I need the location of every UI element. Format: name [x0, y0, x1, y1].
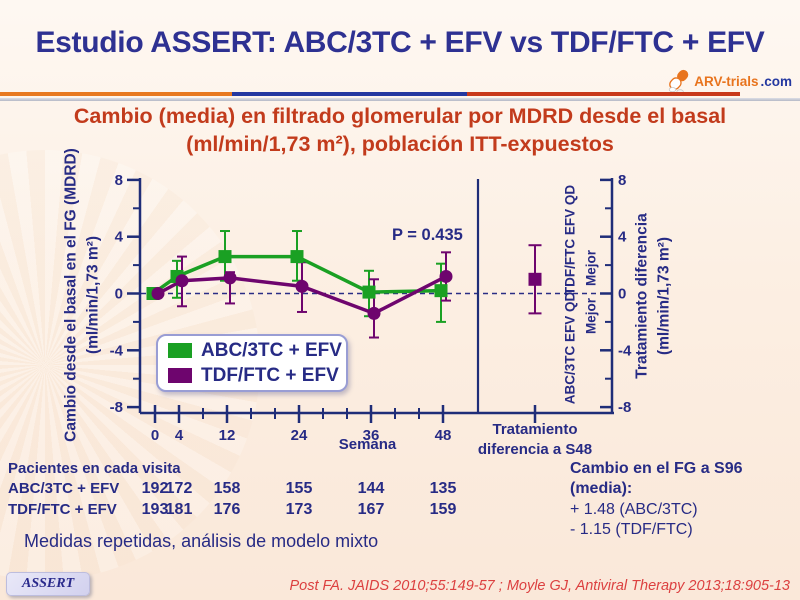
x-tick-label: 48 — [435, 427, 452, 444]
patient-count: 173 — [285, 501, 313, 518]
patient-count: 135 — [429, 480, 457, 497]
y-tick-label: -8 — [618, 399, 631, 416]
header-divider-gray — [0, 98, 800, 101]
annotation-upper-outer: TDF/FTC EFV QD — [562, 184, 578, 296]
patient-count: 155 — [285, 480, 313, 497]
patient-count: 181 — [165, 501, 193, 518]
x-tick-label: 4 — [175, 427, 184, 444]
x-tick-label: 12 — [219, 427, 236, 444]
green-swatch-icon — [168, 343, 192, 358]
s96-summary-subtitle: (media): — [570, 480, 633, 498]
arv-trials-logo: ARV-trials .com — [666, 68, 792, 94]
pill-icon — [669, 69, 689, 94]
y-tick-label: 4 — [618, 229, 627, 246]
annotation-upper-inner: Mejor — [583, 249, 599, 287]
y-tick-label: 0 — [618, 286, 626, 303]
data-marker-circle — [295, 279, 309, 293]
y-tick-label: -8 — [110, 399, 123, 416]
difference-panel-label: Tratamiento diferencia a S48 — [465, 420, 605, 459]
x-axis-title: Semana — [338, 436, 397, 453]
s96-summary-abc3tc: + 1.48 (ABC/3TC) — [570, 500, 698, 518]
data-marker-square — [218, 250, 232, 264]
y-tick-label: 8 — [618, 172, 626, 189]
difference-marker — [528, 272, 542, 286]
purple-swatch-icon — [168, 368, 192, 383]
p-value-annotation: P = 0.435 — [392, 226, 463, 244]
divider-segment-red — [467, 92, 740, 96]
patient-count: 167 — [357, 501, 385, 518]
x-tick-label: 36 — [363, 427, 380, 444]
data-marker-circle — [439, 269, 453, 283]
chart-heading-line2: (ml/min/1,73 m²), población ITT-expuesto… — [186, 132, 614, 157]
right-y-axis-title: Tratamiento diferencia (ml/min/1,73 m²) — [631, 213, 674, 378]
y-tick-label: 4 — [115, 229, 124, 246]
left-y-axis-title: Cambio desde el basal en el FG (MDRD) (m… — [60, 148, 103, 442]
patient-count: 159 — [429, 501, 457, 518]
annotation-lower-inner: Mejor — [583, 297, 599, 335]
patient-count: 193 — [141, 501, 169, 518]
y-tick-label: 0 — [115, 286, 123, 303]
patient-count: 192 — [141, 480, 169, 497]
citation: Post FA. JAIDS 2010;55:149-57 ; Moyle GJ… — [289, 578, 790, 594]
legend-label-tdfftc: TDF/FTC + EFV — [201, 364, 339, 386]
header-divider-colored — [0, 92, 740, 96]
chart-heading: Cambio (media) en filtrado glomerular po… — [0, 102, 800, 159]
patients-row-label-abc3tc: ABC/3TC + EFV — [8, 480, 120, 497]
data-marker-square — [290, 250, 304, 264]
y-tick-label: -4 — [618, 342, 632, 359]
legend-item-abc3tc: ABC/3TC + EFV — [168, 340, 346, 362]
patient-count: 158 — [213, 480, 241, 497]
right-y-axis-title-line2: (ml/min/1,73 m²) — [655, 237, 672, 356]
divider-segment-orange — [0, 92, 232, 96]
data-marker-circle — [367, 306, 381, 320]
patients-row-label-tdfftc: TDF/FTC + EFV — [8, 501, 117, 518]
data-marker-circle — [151, 287, 165, 300]
legend-label-abc3tc: ABC/3TC + EFV — [201, 339, 342, 361]
y-tick-label: 8 — [115, 172, 123, 189]
y-tick-label: -4 — [110, 342, 124, 359]
chart-heading-line1: Cambio (media) en filtrado glomerular po… — [73, 104, 727, 128]
patient-count: 172 — [165, 480, 193, 497]
left-y-axis-title-line1: Cambio desde el basal en el FG (MDRD) — [62, 148, 80, 442]
data-marker-circle — [175, 274, 189, 288]
page-title: Estudio ASSERT: ABC/3TC + EFV vs TDF/FTC… — [35, 26, 765, 59]
s96-summary-title: Cambio en el FG a S96 — [570, 460, 743, 477]
s96-summary: Cambio en el FG a S96 (media): + 1.48 (A… — [570, 459, 743, 541]
logo-text-main: ARV-trials — [694, 73, 759, 89]
x-tick-label: 24 — [291, 427, 308, 444]
data-marker-circle — [223, 271, 237, 285]
legend-item-tdfftc: TDF/FTC + EFV — [168, 365, 346, 387]
patient-count: 144 — [357, 480, 385, 497]
s96-summary-tdfftc: - 1.15 (TDF/FTC) — [570, 521, 693, 539]
difference-panel-label-line1: Tratamiento — [492, 421, 578, 438]
assert-badge: ASSERT — [6, 572, 91, 596]
data-marker-square — [434, 284, 448, 298]
annotation-lower-outer: ABC/3TC EFV QD — [562, 291, 578, 405]
left-y-axis-title-line2: (ml/min/1,73 m²) — [84, 236, 101, 355]
data-marker-square — [362, 285, 376, 299]
patients-table-header: Pacientes en cada visita — [8, 460, 181, 477]
right-y-axis-title-line1: Tratamiento diferencia — [633, 213, 651, 379]
difference-panel-label-line2: diferencia a S48 — [477, 440, 593, 458]
divider-segment-blue — [232, 92, 467, 96]
method-note: Medidas repetidas, análisis de modelo mi… — [24, 531, 379, 551]
patient-count: 176 — [213, 501, 241, 518]
logo-text-suffix: .com — [760, 73, 792, 89]
chart-legend: ABC/3TC + EFV TDF/FTC + EFV — [156, 334, 348, 392]
x-tick-label: 0 — [151, 427, 159, 444]
